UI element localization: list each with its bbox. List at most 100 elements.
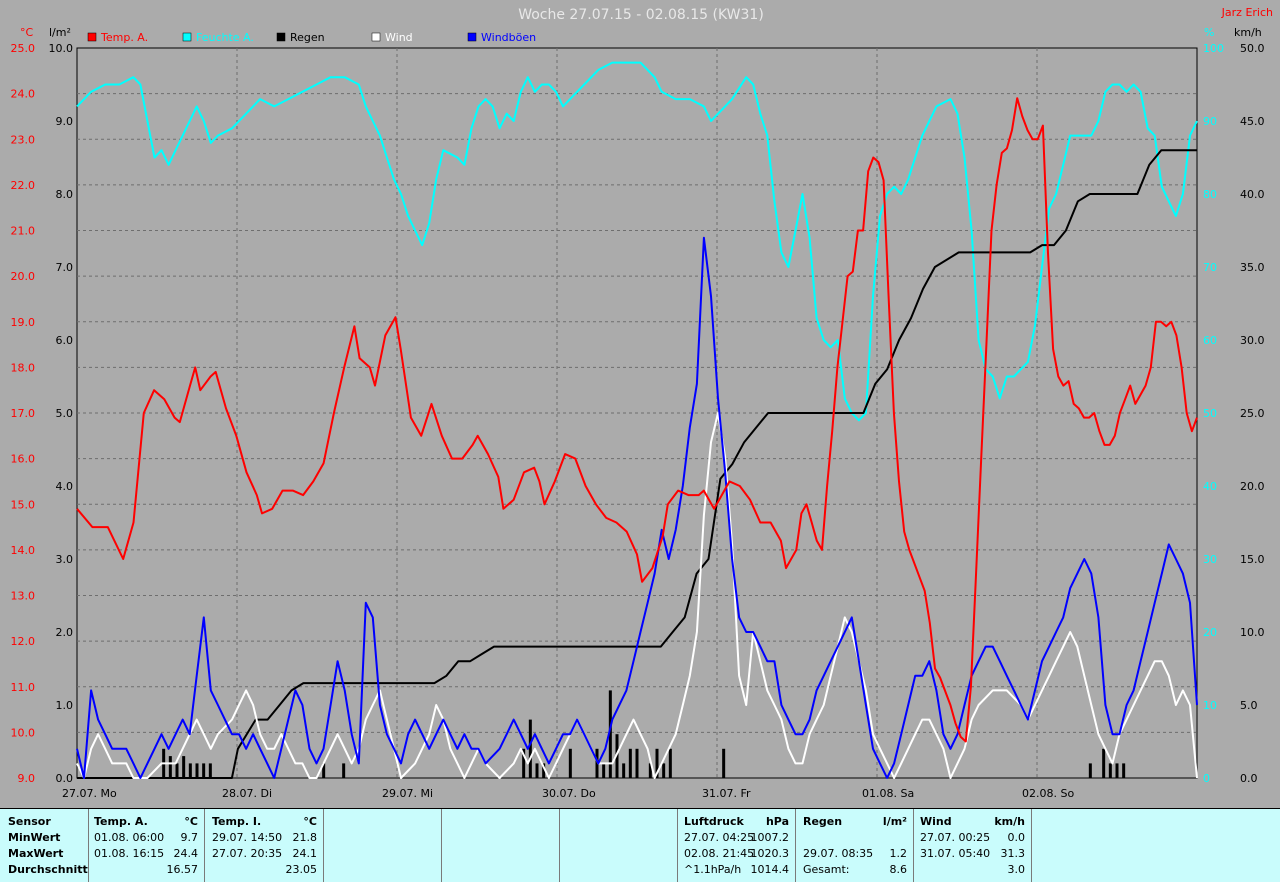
rain-tick-label: 2.0 (56, 626, 74, 639)
wind-tick-label: 10.0 (1240, 626, 1265, 639)
rain-tick-label: 1.0 (56, 699, 74, 712)
stats-col-empty-3 (560, 809, 678, 882)
humidity-tick-label: 40 (1203, 480, 1217, 493)
rain-bar (1108, 763, 1112, 778)
pressure-max: 1020.3 (750, 847, 790, 860)
rain-tick-label: 10.0 (49, 42, 74, 55)
rain-total-label: Gesamt: (803, 863, 850, 876)
stats-sensor-label: Sensor (8, 815, 51, 828)
temp-i-unit: °C (303, 815, 317, 828)
humidity-tick-label: 60 (1203, 334, 1217, 347)
stats-col-rain: Regen l/m² 29.07. 08:35 1.2 Gesamt: 8.6 (796, 809, 914, 882)
temp-a-avg: 16.57 (166, 863, 199, 876)
rain-max-time: 29.07. 08:35 (803, 847, 874, 860)
temp-a-min-time: 01.08. 06:00 (94, 831, 165, 844)
legend-item-label: Windböen (481, 31, 536, 44)
rain-tick-label: 0.0 (56, 772, 74, 785)
rain-bar (168, 756, 172, 778)
rain-tick-label: 6.0 (56, 334, 74, 347)
stats-avg-label: Durchschnitt (8, 863, 88, 876)
wind-title: Wind (920, 815, 952, 828)
pressure-avg: 1014.4 (750, 863, 790, 876)
day-label: 28.07. Di (222, 787, 272, 800)
temp-tick-label: 11.0 (11, 681, 36, 694)
humidity-tick-label: 10 (1203, 699, 1217, 712)
temp-tick-label: 23.0 (11, 133, 36, 146)
axes: 25.0 24.0 23.0 22.0 21.0 20.0 19.0 18.0 17.0 16.0… (11, 42, 1265, 800)
rain-bar (622, 763, 626, 778)
stats-max-label: MaxWert (8, 847, 64, 860)
rain-bar (1115, 763, 1119, 778)
wind-tick-label: 35.0 (1240, 261, 1265, 274)
series-lines (76, 61, 1198, 779)
rain-tick-label: 7.0 (56, 261, 74, 274)
series-line-temp-a (76, 97, 1198, 743)
legend-swatch (371, 32, 381, 42)
legend-item-label: Temp. A. (100, 31, 148, 44)
wind-max-time: 31.07. 05:40 (920, 847, 991, 860)
humidity-tick-label: 50 (1203, 407, 1217, 420)
rain-unit: l/m² (882, 815, 907, 828)
rain-bar (668, 748, 672, 778)
rain-tick-label: 4.0 (56, 480, 74, 493)
rain-bar (1122, 763, 1126, 778)
stats-col-empty-2 (442, 809, 560, 882)
humidity-unit-label: % (1204, 26, 1214, 39)
temp-tick-label: 16.0 (11, 453, 36, 466)
stats-panel: Sensor MinWert MaxWert Durchschnitt Temp… (0, 808, 1280, 882)
wind-unit-label: km/h (1234, 26, 1262, 39)
pressure-unit: hPa (765, 815, 789, 828)
rain-bar (195, 763, 199, 778)
rain-tick-label: 3.0 (56, 553, 74, 566)
stats-col-temp-i: Temp. I. °C 29.07. 14:50 21.8 27.07. 20:… (205, 809, 324, 882)
chart-title: Woche 27.07.15 - 02.08.15 (KW31) (518, 7, 764, 23)
humidity-tick-label: 70 (1203, 261, 1217, 274)
temp-tick-label: 25.0 (11, 42, 36, 55)
rain-bar (655, 748, 659, 778)
author-label: Jarz Erich (1221, 6, 1273, 19)
legend-swatch (467, 32, 477, 42)
rain-bar (342, 763, 346, 778)
wind-tick-label: 45.0 (1240, 115, 1265, 128)
temp-a-max: 24.4 (173, 847, 199, 860)
day-label: 27.07. Mo (62, 787, 117, 800)
humidity-tick-label: 0 (1203, 772, 1210, 785)
humidity-tick-label: 30 (1203, 553, 1217, 566)
legend-item-label: Feuchte A. (196, 31, 254, 44)
day-label: 31.07. Fr (702, 787, 751, 800)
temp-tick-label: 10.0 (11, 726, 36, 739)
temp-tick-label: 17.0 (11, 407, 36, 420)
rain-title: Regen (803, 815, 843, 828)
legend-swatch (276, 32, 286, 42)
pressure-max-time: 02.08. 21:45 (684, 847, 755, 860)
rain-bar (722, 748, 726, 778)
rain-bar (615, 734, 619, 778)
humidity-tick-label: 90 (1203, 115, 1217, 128)
wind-avg: 3.0 (1007, 863, 1026, 876)
series-line-windb-en (76, 236, 1198, 779)
pressure-min-time: 27.07. 04:25 (684, 831, 755, 844)
rain-tick-label: 8.0 (56, 188, 74, 201)
rain-bar (528, 719, 532, 778)
rain-max: 1.2 (889, 847, 908, 860)
temp-tick-label: 15.0 (11, 498, 36, 511)
rain-bar (608, 690, 612, 778)
rain-bars (162, 690, 1126, 778)
stats-col-empty-1 (324, 809, 442, 882)
temp-tick-label: 14.0 (11, 544, 36, 557)
rain-bar (535, 763, 539, 778)
temp-unit-label: °C (20, 26, 34, 39)
rain-bar (182, 756, 186, 778)
rain-tick-label: 5.0 (56, 407, 74, 420)
temp-i-max: 24.1 (292, 847, 318, 860)
weather-chart: Woche 27.07.15 - 02.08.15 (KW31) Jarz Er… (10, 6, 1274, 800)
pressure-min: 1007.2 (750, 831, 790, 844)
temp-tick-label: 21.0 (11, 225, 36, 238)
temp-tick-label: 12.0 (11, 635, 36, 648)
rain-bar (1088, 763, 1092, 778)
rain-bar (648, 763, 652, 778)
rain-bar (188, 763, 192, 778)
rain-bar (202, 763, 206, 778)
rain-bar (595, 748, 599, 778)
temp-tick-label: 24.0 (11, 88, 36, 101)
